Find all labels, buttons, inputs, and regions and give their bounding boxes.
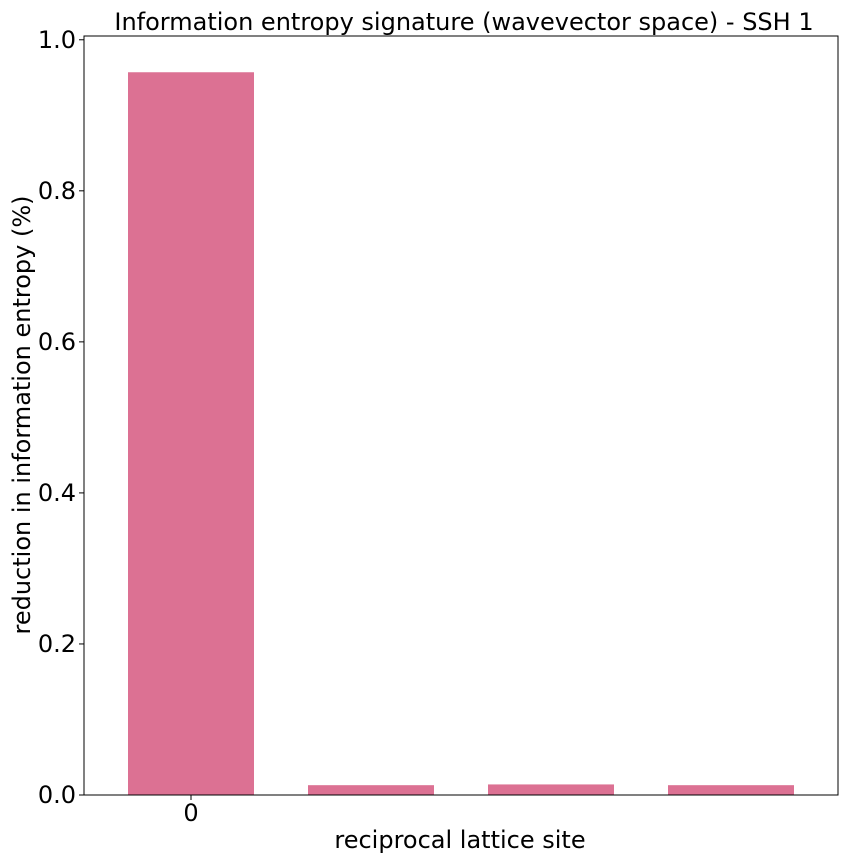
y-tick-label: 0.0 <box>38 781 76 809</box>
y-tick-label: 0.2 <box>38 630 76 658</box>
bar <box>488 784 614 795</box>
y-tick-label: 0.8 <box>38 177 76 205</box>
x-axis-label: reciprocal lattice site <box>334 826 585 854</box>
plot-area <box>128 72 794 796</box>
y-tick-label: 0.6 <box>38 328 76 356</box>
chart-title: Information entropy signature (wavevecto… <box>114 8 813 36</box>
axes-frame <box>83 35 839 796</box>
y-axis: 0.0 0.2 0.4 0.6 0.8 1.0 <box>38 26 84 809</box>
bar <box>668 785 794 795</box>
y-tick-label: 1.0 <box>38 26 76 54</box>
x-tick-label: 0 <box>183 799 198 827</box>
bar <box>308 785 434 795</box>
bar <box>128 72 254 796</box>
y-tick-label: 0.4 <box>38 479 76 507</box>
y-axis-label: reduction in information entropy (%) <box>8 195 36 634</box>
x-axis: 0 <box>183 795 199 827</box>
